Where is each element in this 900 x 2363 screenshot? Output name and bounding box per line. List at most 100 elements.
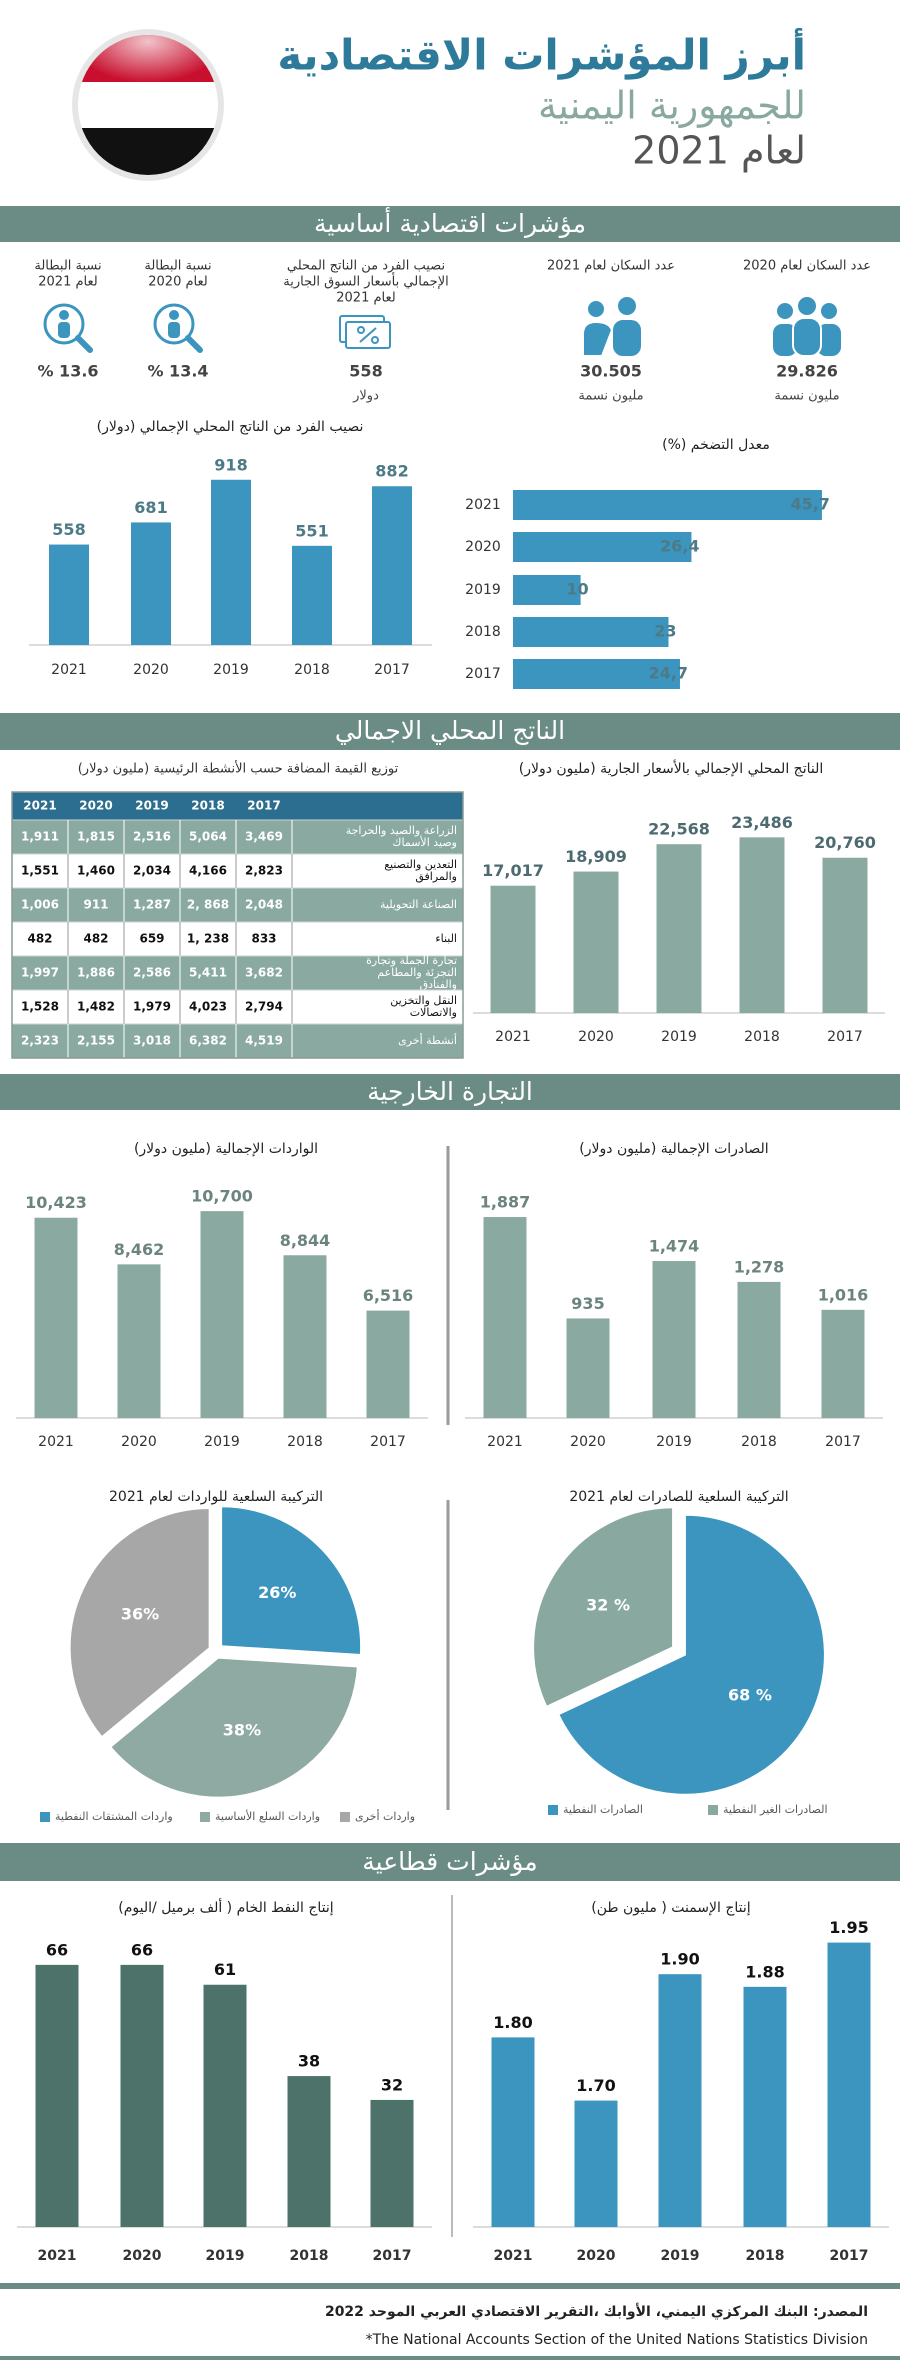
pie-slice [532, 1506, 675, 1709]
data-label: 66 [46, 1940, 68, 1959]
bar [827, 1942, 871, 2227]
indicator-label: لعام 2021 [38, 275, 97, 290]
bar [513, 617, 669, 647]
bar [283, 1255, 327, 1418]
unemployment-icon [153, 303, 203, 353]
pie-slice [108, 1656, 359, 1799]
table-row [11, 921, 464, 957]
x-tick-label: 2018 [294, 662, 330, 678]
footer-bar [0, 2356, 900, 2360]
x-tick-label: 2018 [287, 1434, 323, 1450]
data-label: 551 [295, 521, 328, 540]
y-tick-label: 2018 [465, 624, 501, 640]
data-label: 1.88 [745, 1962, 784, 1981]
table-cell: 4,519 [245, 1034, 283, 1048]
indicator-value: % 13.4 [147, 362, 208, 381]
legend-swatch [40, 1812, 50, 1822]
indicator-label: لعام 2021 [336, 291, 395, 306]
legend-swatch [708, 1805, 718, 1815]
data-label: 558 [52, 520, 85, 539]
header-year: لعام 2021 [632, 129, 806, 173]
table-cell: 2,034 [133, 864, 171, 878]
bar [292, 545, 332, 645]
chart-title: الواردات الإجمالية (مليون دولار) [134, 1141, 318, 1157]
data-label: 10,423 [25, 1193, 87, 1212]
chart-title: إنتاج الإسمنت ( مليون طن) [591, 1900, 750, 1916]
data-label: 1,278 [734, 1257, 785, 1276]
data-label: 1,474 [649, 1237, 700, 1256]
legend-label: واردات المشتقات النفطية [55, 1810, 173, 1823]
y-tick-label: 2020 [465, 539, 501, 555]
legend-label: الصادرات الغير النفطية [723, 1803, 828, 1816]
table-cell: 2,794 [245, 1000, 283, 1014]
indicator-label: عدد السكان لعام 2021 [547, 259, 675, 274]
x-tick-label: 2020 [577, 2248, 616, 2264]
data-label: 10,700 [191, 1187, 253, 1206]
legend-swatch [200, 1812, 210, 1822]
data-label: 1.70 [576, 2076, 615, 2095]
data-label: 36% [121, 1605, 159, 1624]
bar [739, 837, 785, 1013]
footer-bar [0, 2283, 900, 2289]
table-cell: 482 [83, 932, 108, 946]
bar [743, 1986, 787, 2227]
bar [737, 1281, 781, 1418]
x-tick-label: 2018 [746, 2248, 785, 2264]
data-label: 935 [571, 1294, 604, 1313]
table-cell: 1,815 [77, 830, 115, 844]
unemployment-icon [43, 303, 93, 353]
data-label: 26% [258, 1583, 296, 1602]
table-cell: 3,018 [133, 1034, 171, 1048]
data-label: 6,516 [363, 1286, 414, 1305]
indicator-label: الإجمالي بأسعار السوق الجارية [283, 272, 448, 290]
indicator-unit: مليون نسمة [578, 389, 643, 404]
y-tick-label: 2017 [465, 666, 501, 682]
x-tick-label: 2018 [741, 1434, 777, 1450]
table-row-label: النقل والتخزين [390, 994, 457, 1007]
table-cell: 833 [251, 932, 276, 946]
table-column-header: 2018 [191, 799, 224, 813]
chart-title: نصيب الفرد من الناتج المحلي الإجمالي (دو… [97, 419, 364, 435]
section-bar [0, 206, 900, 242]
table-row [11, 853, 464, 889]
table-cell: 1,528 [21, 1000, 59, 1014]
bar [211, 479, 251, 645]
data-label: 1.80 [493, 2013, 532, 2032]
indicator-unit: دولار [352, 389, 379, 404]
table-row-label: والمرافق [415, 870, 457, 884]
pie-slice [556, 1513, 826, 1796]
x-tick-label: 2019 [204, 1434, 240, 1450]
x-tick-label: 2019 [661, 1029, 697, 1045]
data-label: 24,7 [648, 664, 687, 683]
table-border [11, 791, 464, 1059]
data-label: 26,4 [660, 537, 699, 556]
table-cell: 1,886 [77, 966, 115, 980]
table-cell: 2,155 [77, 1034, 115, 1048]
data-label: 1.95 [829, 1918, 868, 1937]
data-label: 8,844 [280, 1231, 331, 1250]
header-title: أبرز المؤشرات الاقتصادية [277, 28, 806, 81]
x-tick-label: 2017 [830, 2248, 869, 2264]
x-tick-label: 2021 [38, 2248, 77, 2264]
table-column-header: 2021 [23, 799, 56, 813]
bar [513, 490, 822, 520]
table-cell: 1,482 [77, 1000, 115, 1014]
header-subtitle: للجمهورية اليمنية [538, 84, 806, 129]
table-cell: 911 [83, 898, 108, 912]
table-cell: 1,911 [21, 830, 59, 844]
table-cell: 3,469 [245, 830, 283, 844]
table-cell: 1,287 [133, 898, 171, 912]
x-tick-label: 2017 [373, 2248, 412, 2264]
source-note: *The National Accounts Section of the Un… [366, 2332, 868, 2348]
x-tick-label: 2020 [578, 1029, 614, 1045]
x-tick-label: 2019 [661, 2248, 700, 2264]
data-label: 17,017 [482, 861, 544, 880]
table-row-label: البناء [435, 932, 457, 945]
flag-gloss [86, 35, 210, 96]
section-bar [0, 1074, 900, 1110]
x-tick-label: 2021 [487, 1434, 523, 1450]
data-label: 38% [223, 1720, 261, 1739]
pie-slice [220, 1505, 363, 1657]
chart-title: التركيبة السلعية للصادرات لعام 2021 [569, 1489, 788, 1505]
indicator-value: 29.826 [776, 362, 838, 381]
